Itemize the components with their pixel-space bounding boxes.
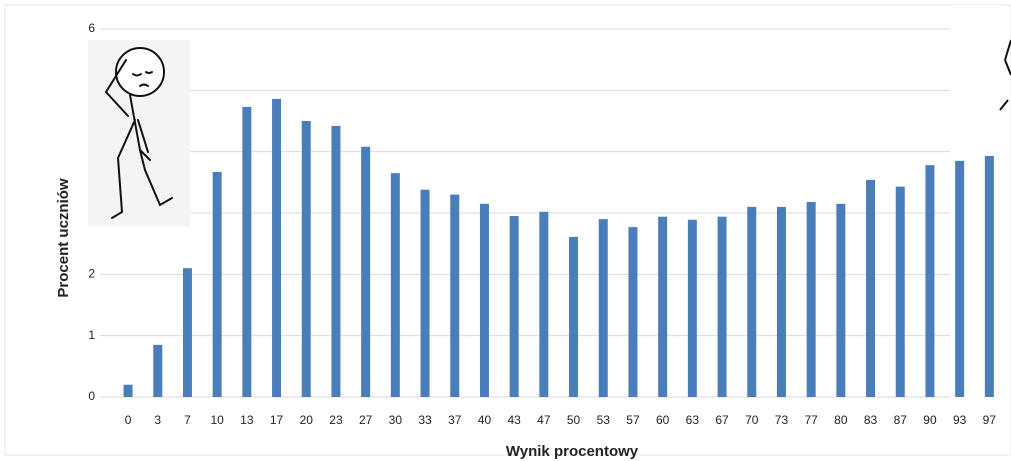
bar bbox=[895, 186, 905, 397]
bar bbox=[955, 160, 965, 397]
x-tick-label: 63 bbox=[686, 413, 700, 427]
bar bbox=[509, 216, 519, 397]
x-tick-label: 90 bbox=[923, 413, 937, 427]
y-axis-title: Procent uczniów bbox=[55, 178, 72, 298]
y-tick-label: 6 bbox=[88, 21, 95, 35]
x-tick-label: 40 bbox=[478, 413, 492, 427]
x-tick-label: 83 bbox=[864, 413, 878, 427]
chart-frame bbox=[4, 4, 1011, 456]
x-tick-label: 23 bbox=[329, 413, 343, 427]
bar bbox=[242, 106, 252, 397]
x-tick-label: 30 bbox=[389, 413, 403, 427]
bar bbox=[628, 227, 638, 397]
x-tick-label: 73 bbox=[775, 413, 789, 427]
x-tick-label: 70 bbox=[745, 413, 759, 427]
x-tick-label: 50 bbox=[567, 413, 581, 427]
x-tick-label: 0 bbox=[125, 413, 132, 427]
bar bbox=[420, 189, 430, 397]
bar bbox=[598, 219, 608, 397]
bar bbox=[866, 179, 876, 397]
bar bbox=[776, 206, 786, 397]
stick-figure-right bbox=[999, 39, 1011, 111]
y-tick-label: 0 bbox=[88, 389, 95, 403]
bar bbox=[717, 216, 727, 397]
x-axis-title: Wynik procentowy bbox=[506, 443, 639, 460]
bar bbox=[747, 206, 757, 397]
bar bbox=[331, 125, 341, 397]
x-tick-label: 43 bbox=[507, 413, 521, 427]
bar bbox=[123, 384, 133, 397]
bar bbox=[984, 155, 994, 397]
bar bbox=[212, 171, 222, 397]
bar bbox=[687, 219, 697, 397]
x-tick-label: 7 bbox=[184, 413, 191, 427]
x-tick-label: 10 bbox=[210, 413, 224, 427]
x-tick-label: 20 bbox=[300, 413, 314, 427]
y-tick-label: 1 bbox=[88, 328, 95, 342]
bar bbox=[272, 98, 282, 398]
bar bbox=[836, 203, 846, 397]
x-tick-label: 37 bbox=[448, 413, 462, 427]
x-tick-label: 47 bbox=[537, 413, 551, 427]
bar bbox=[390, 173, 400, 397]
x-tick-label: 13 bbox=[240, 413, 254, 427]
bar bbox=[450, 194, 460, 397]
overlay bbox=[951, 5, 1001, 95]
bar bbox=[301, 121, 311, 397]
bar bbox=[569, 236, 579, 397]
x-tick-label: 57 bbox=[626, 413, 640, 427]
bar bbox=[658, 216, 668, 397]
x-tick-label: 33 bbox=[418, 413, 432, 427]
x-tick-label: 53 bbox=[597, 413, 611, 427]
x-tick-label: 67 bbox=[715, 413, 729, 427]
bar bbox=[361, 146, 371, 397]
x-tick-label: 87 bbox=[894, 413, 908, 427]
bar bbox=[182, 268, 192, 397]
stick-figure bbox=[88, 40, 190, 226]
x-tick-label: 97 bbox=[983, 413, 997, 427]
bar bbox=[479, 203, 489, 397]
bar bbox=[539, 211, 549, 397]
x-tick-label: 93 bbox=[953, 413, 967, 427]
bar bbox=[806, 201, 816, 397]
x-tick-label: 17 bbox=[270, 413, 284, 427]
x-tick-label: 60 bbox=[656, 413, 670, 427]
bar bbox=[925, 165, 935, 397]
x-tick-label: 27 bbox=[359, 413, 373, 427]
y-tick-label: 2 bbox=[88, 267, 95, 281]
bars: 0 3 7 10 13 17 20 23 27 30 33 37 40 43 47 50 53 57 60 63 67 7… bbox=[123, 98, 997, 427]
x-tick-label: 77 bbox=[804, 413, 818, 427]
bar bbox=[153, 344, 163, 397]
x-tick-label: 3 bbox=[154, 413, 161, 427]
x-tick-label: 80 bbox=[834, 413, 848, 427]
